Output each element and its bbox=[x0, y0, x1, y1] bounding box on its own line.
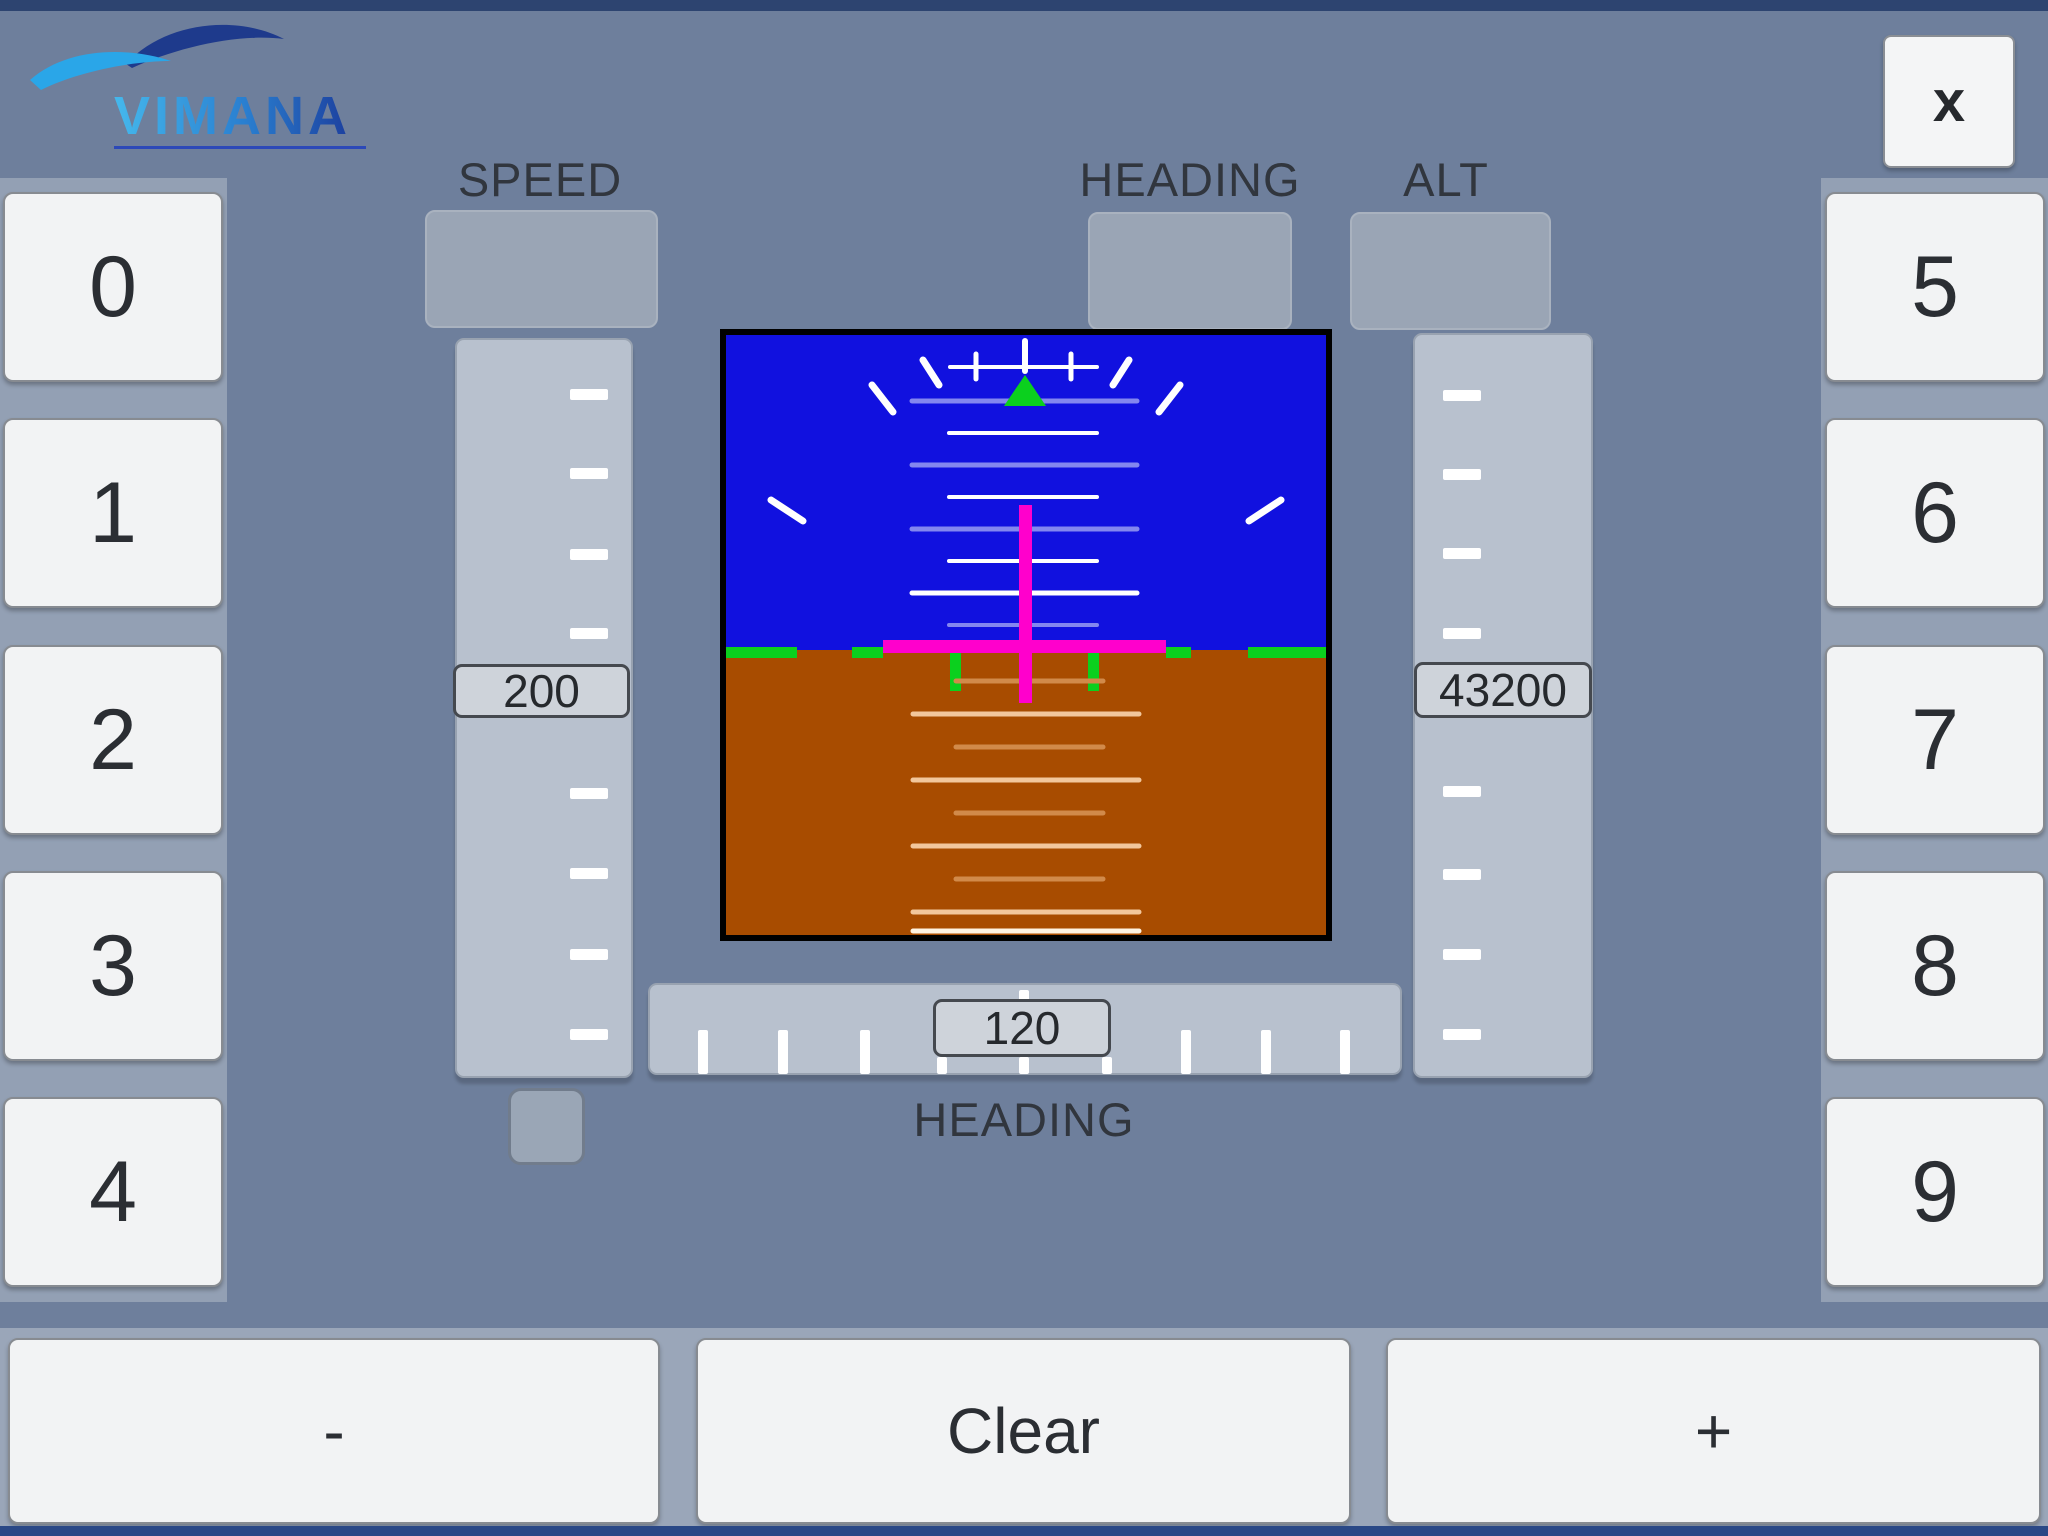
alt-tick bbox=[1443, 949, 1481, 960]
key-2[interactable]: 2 bbox=[3, 645, 223, 835]
key-0[interactable]: 0 bbox=[3, 192, 223, 382]
alt-tick bbox=[1443, 869, 1481, 880]
key-6[interactable]: 6 bbox=[1825, 418, 2045, 608]
key-3[interactable]: 3 bbox=[3, 871, 223, 1061]
heading-tick bbox=[860, 1030, 870, 1074]
key-9[interactable]: 9 bbox=[1825, 1097, 2045, 1287]
alt-value[interactable]: 43200 bbox=[1414, 662, 1592, 718]
key-1[interactable]: 1 bbox=[3, 418, 223, 608]
close-button[interactable]: x bbox=[1883, 35, 2015, 168]
alt-tick bbox=[1443, 548, 1481, 559]
heading-tick bbox=[1181, 1030, 1191, 1074]
heading-tick bbox=[1340, 1030, 1350, 1074]
speed-tick bbox=[570, 949, 608, 960]
speed-input[interactable] bbox=[425, 210, 658, 328]
decrement-button[interactable]: - bbox=[8, 1338, 660, 1524]
key-8[interactable]: 8 bbox=[1825, 871, 2045, 1061]
key-4[interactable]: 4 bbox=[3, 1097, 223, 1287]
alt-tick bbox=[1443, 390, 1481, 401]
speed-tick bbox=[570, 628, 608, 639]
speed-tick bbox=[570, 868, 608, 879]
alt-input[interactable] bbox=[1350, 212, 1551, 330]
heading-tick bbox=[698, 1030, 708, 1074]
brand-name: VIMANA bbox=[114, 86, 351, 146]
heading-bottom-label: HEADING bbox=[913, 1093, 1135, 1146]
alt-tick bbox=[1443, 469, 1481, 480]
alt-tick bbox=[1443, 628, 1481, 639]
bottom-accent-bar bbox=[0, 1526, 2048, 1536]
heading-tick bbox=[1019, 1057, 1029, 1074]
attitude-indicator bbox=[720, 329, 1332, 941]
speed-slider-thumb[interactable] bbox=[508, 1088, 585, 1165]
logo-underline bbox=[114, 146, 366, 149]
logo-swoosh-dark-icon bbox=[126, 24, 284, 68]
speed-tick bbox=[570, 389, 608, 400]
top-accent-bar bbox=[0, 0, 2048, 11]
speed-value[interactable]: 200 bbox=[453, 664, 630, 718]
increment-button[interactable]: + bbox=[1386, 1338, 2041, 1524]
heading-tick bbox=[937, 1057, 947, 1074]
heading-tick bbox=[778, 1030, 788, 1074]
heading-input[interactable] bbox=[1088, 212, 1292, 330]
vimana-logo: VIMANA bbox=[30, 24, 366, 149]
alt-label: ALT bbox=[1403, 153, 1489, 206]
heading-label: HEADING bbox=[1079, 153, 1301, 206]
speed-tick bbox=[570, 549, 608, 560]
speed-tick bbox=[570, 1029, 608, 1040]
artificial-horizon-icon bbox=[726, 335, 1326, 935]
heading-tick bbox=[1102, 1057, 1112, 1074]
heading-center-tick bbox=[1019, 990, 1029, 1007]
heading-tick bbox=[1261, 1030, 1271, 1074]
key-5[interactable]: 5 bbox=[1825, 192, 2045, 382]
logo-swoosh-light-icon bbox=[30, 51, 171, 90]
heading-value[interactable]: 120 bbox=[933, 999, 1111, 1057]
alt-tick bbox=[1443, 786, 1481, 797]
clear-button[interactable]: Clear bbox=[696, 1338, 1351, 1524]
speed-label: SPEED bbox=[457, 153, 623, 206]
alt-tick bbox=[1443, 1029, 1481, 1040]
speed-tick bbox=[570, 468, 608, 479]
key-7[interactable]: 7 bbox=[1825, 645, 2045, 835]
speed-tick bbox=[570, 788, 608, 799]
